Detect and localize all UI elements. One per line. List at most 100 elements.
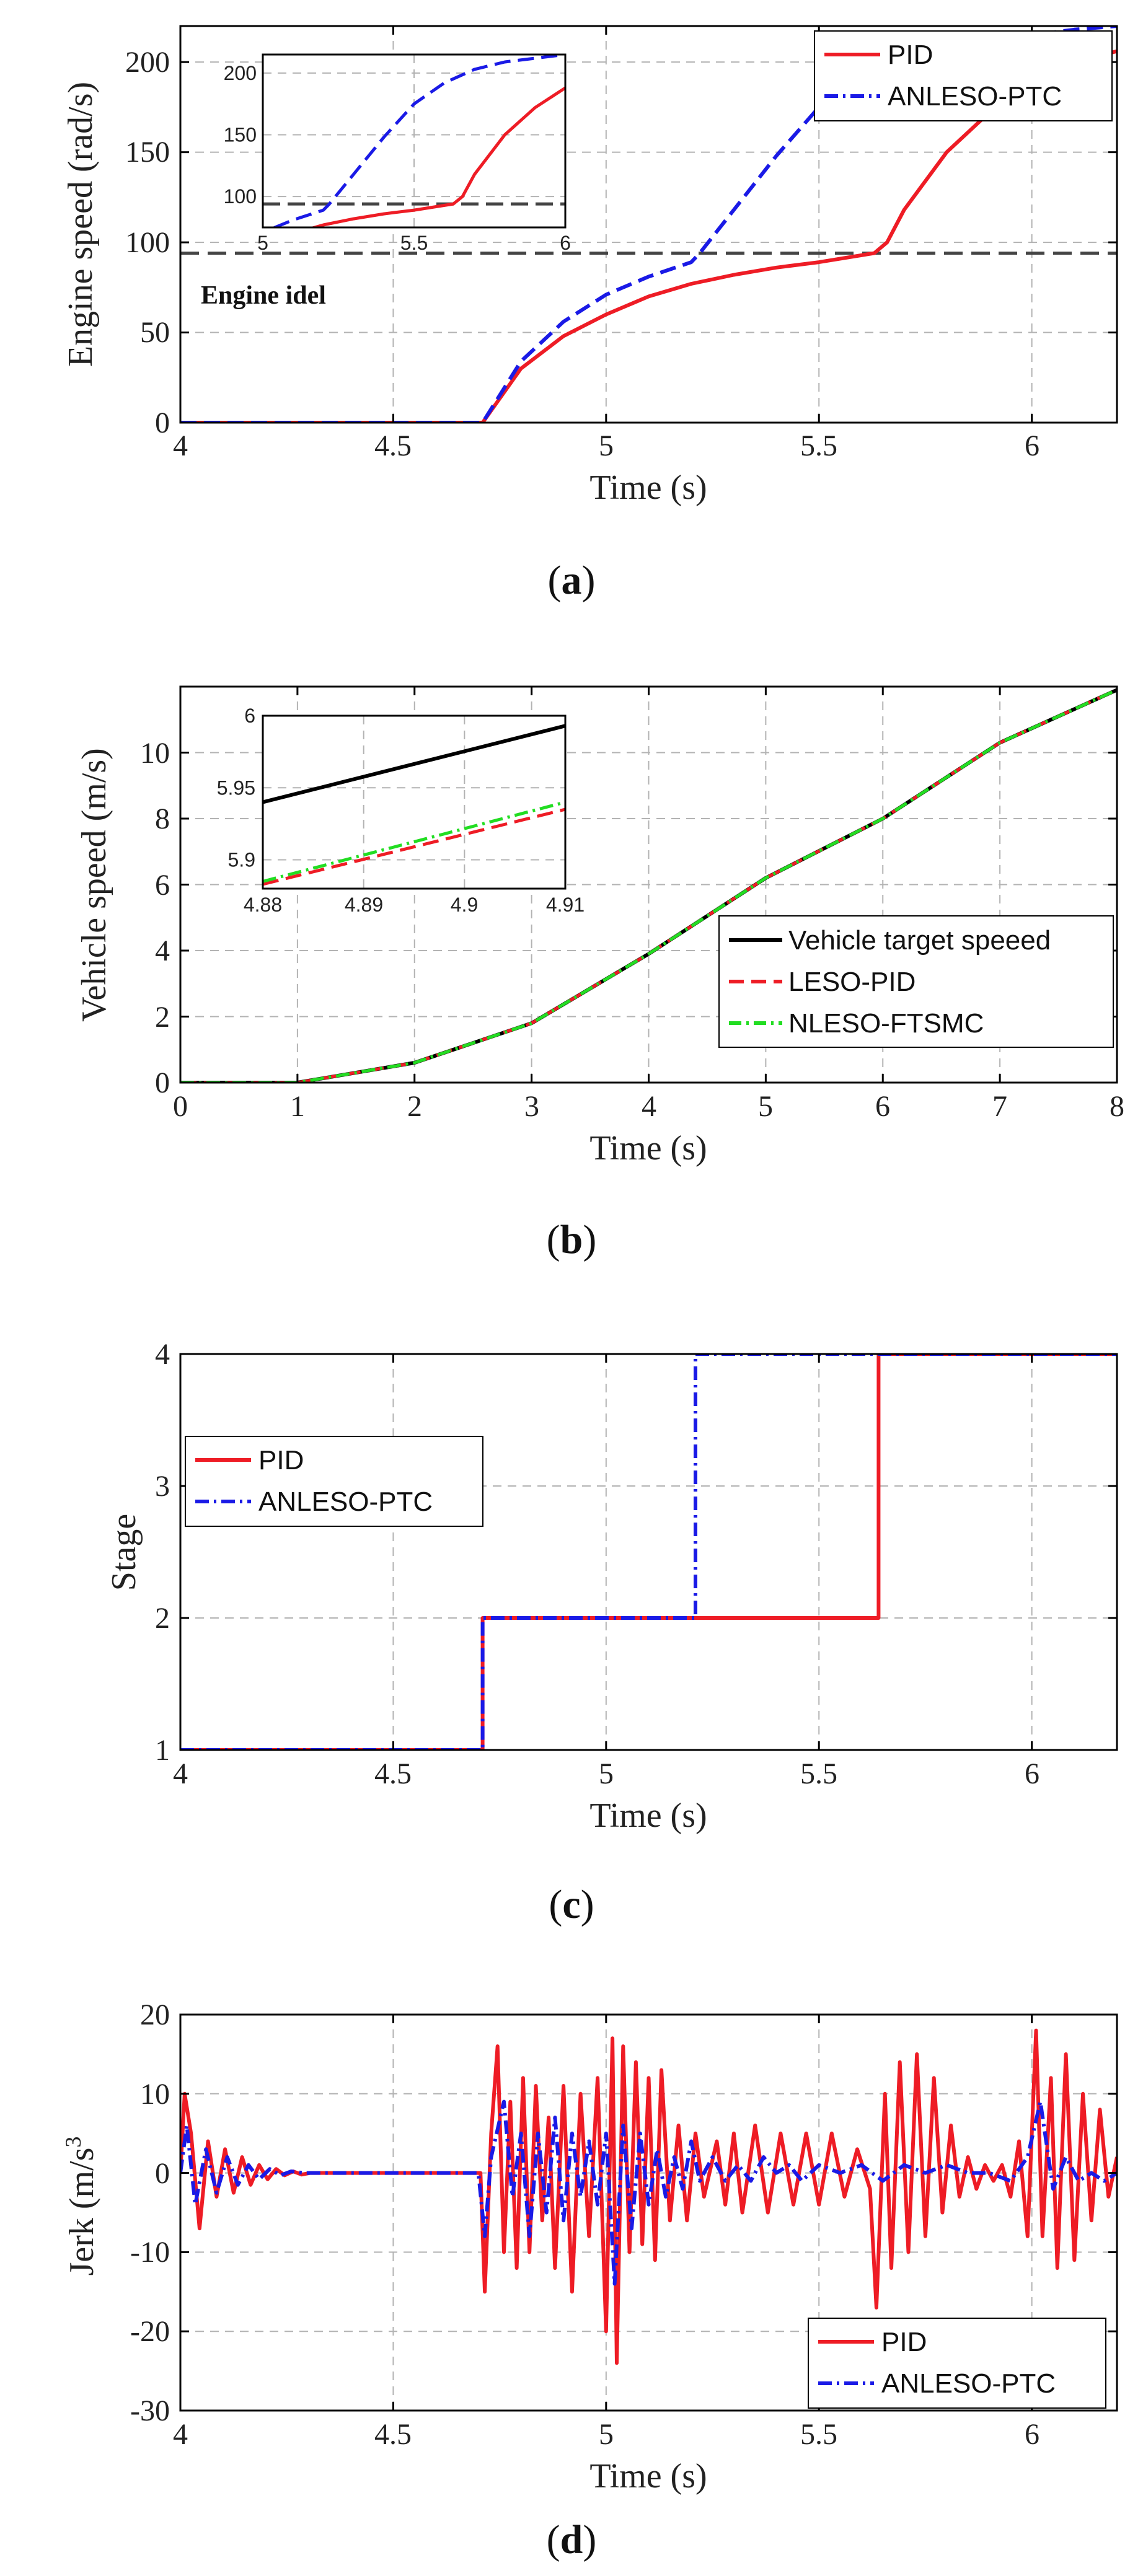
panel-b-ytick: 4: [155, 934, 170, 967]
panel-d: 4 4.5 5 5.5 6 -30 -20 -10 0 10 20 Time (…: [61, 1998, 1118, 2562]
series-pid-line: [180, 1354, 1117, 1750]
panel-c-xlabel: Time (s): [589, 1796, 707, 1835]
legend-leso-label: LESO-PID: [788, 967, 916, 997]
panel-d-axes-box: [179, 2013, 1118, 2412]
inset-b-xtick: 4.89: [345, 894, 383, 916]
panel-c-legend-box: [185, 1436, 483, 1527]
inset-a-ytick: 200: [224, 62, 257, 84]
legend-pid-label: PID: [888, 40, 933, 70]
inset-a-ytick: 100: [224, 185, 257, 208]
series-nleso-line: [180, 688, 1117, 1083]
panel-c-series: [180, 1354, 1117, 1750]
inset-target-line: [263, 724, 565, 804]
panel-b-inset-bg: [263, 716, 565, 889]
panel-b-xtick: 5: [758, 1090, 773, 1123]
panel-a-xtick: 4: [173, 429, 188, 462]
panel-b-xtick: 8: [1110, 1090, 1124, 1123]
panel-b-xtick: 6: [875, 1090, 890, 1123]
panel-d-ytick: -20: [130, 2315, 170, 2348]
panel-c-ytick: 3: [155, 1470, 170, 1503]
panel-a: 4 4.5 5 5.5 6 0 50 100 150 200 Time (s) …: [61, 25, 1118, 603]
panel-a-xtick: 5.5: [800, 429, 837, 462]
panel-d-xtick: 4: [173, 2418, 188, 2451]
panel-c-xtick: 5: [599, 1757, 614, 1790]
panel-b-inset-series: [263, 724, 565, 886]
inset-a-xtick: 6: [560, 232, 571, 254]
panel-c-ytick: 4: [155, 1338, 170, 1371]
panel-a-inset-series: [270, 55, 565, 227]
panel-a-ylabel: Engine speed (rad/s): [61, 82, 100, 367]
panel-b-legend: Vehicle target speeed LESO-PID NLESO-FTS…: [718, 915, 1114, 1048]
panel-d-legend: PID ANLESO-PTC: [808, 2318, 1106, 2409]
panel-d-xlabel: Time (s): [589, 2457, 707, 2495]
panel-b-xtick: 0: [173, 1090, 188, 1123]
panel-b-xtick: 2: [407, 1090, 422, 1123]
panel-d-legend-box: [808, 2318, 1106, 2409]
panel-b-ticks: [179, 687, 1118, 1084]
legend-anleso-label: ANLESO-PTC: [888, 81, 1062, 112]
panel-b-inset: 4.88 4.89 4.9 4.91 5.9 5.95 6: [217, 705, 585, 916]
inset-b-ytick: 5.9: [228, 849, 255, 871]
panel-d-ytick: 0: [155, 2157, 170, 2190]
caption-d: (d): [547, 2517, 597, 2562]
panel-a-ticks: [179, 26, 1117, 424]
inset-b-xtick: 4.91: [546, 894, 585, 916]
panel-d-ylabel-sup: 3: [61, 2137, 86, 2148]
inset-a-xtick: 5: [257, 232, 268, 254]
panel-d-ytick: -10: [130, 2236, 170, 2269]
legend-pid-label: PID: [881, 2327, 927, 2357]
series-anleso-line: [180, 1354, 1117, 1750]
panel-c-xtick: 4: [173, 1757, 188, 1790]
legend-anleso-label: ANLESO-PTC: [258, 1487, 433, 1517]
panel-a-legend: PID ANLESO-PTC: [814, 30, 1113, 121]
inset-b-xtick: 4.88: [244, 894, 282, 916]
panel-a-xtick: 5: [599, 429, 614, 462]
panel-a-ytick: 0: [155, 407, 170, 439]
panel-d-xtick: 5.5: [800, 2418, 837, 2451]
panel-a-legend-box: [814, 30, 1113, 121]
panel-d-ytick: 10: [140, 2078, 170, 2111]
panel-b-legend-box: [718, 915, 1114, 1048]
panel-b-ylabel: Vehicle speed (m/s): [75, 748, 113, 1022]
inset-leso-line: [263, 807, 565, 886]
panel-a-inset-gridlines: [263, 55, 565, 227]
panel-c-gridlines: [180, 1354, 1117, 1750]
panel-a-xtick: 4.5: [374, 429, 412, 462]
panel-b-xtick: 4: [642, 1090, 656, 1123]
panel-b-ytick: 2: [155, 1001, 170, 1034]
panel-d-ytick: 20: [140, 1998, 170, 2031]
inset-b-ytick: 6: [244, 705, 255, 727]
panel-b-xtick: 7: [992, 1090, 1007, 1123]
panel-d-ticks: [179, 2013, 1117, 2412]
panel-b-ytick: 8: [155, 802, 170, 835]
panel-a-inset: 5 5.5 6 100 150 200: [224, 53, 571, 254]
panel-d-series: [180, 2028, 1117, 2365]
panel-b-ytick: 10: [140, 737, 170, 770]
panel-c-ticks: [179, 1353, 1117, 1751]
panel-c-xtick: 4.5: [374, 1757, 412, 1790]
panel-d-ylabel: Jerk (m/s3: [61, 2137, 101, 2276]
panel-b-xlabel: Time (s): [589, 1129, 707, 1167]
legend-pid-label: PID: [258, 1445, 304, 1475]
panel-d-xtick: 4.5: [374, 2418, 412, 2451]
inset-a-xtick: 5.5: [400, 232, 428, 254]
panel-a-ytick: 200: [125, 46, 170, 79]
series-anleso-line: [180, 2099, 1117, 2286]
panel-c-axes-box: [179, 1353, 1118, 1751]
panel-c-ytick: 1: [155, 1734, 170, 1767]
inset-b-ytick: 5.95: [217, 776, 255, 799]
caption-a: (a): [548, 558, 596, 603]
panel-b-inset-box: [262, 714, 567, 890]
legend-nleso-label: NLESO-FTSMC: [788, 1008, 984, 1039]
panel-a-inset-box: [262, 53, 567, 229]
panel-c-legend: PID ANLESO-PTC: [185, 1436, 483, 1527]
panel-d-ytick: -30: [130, 2394, 170, 2427]
legend-anleso-label: ANLESO-PTC: [881, 2368, 1056, 2399]
legend-target-label: Vehicle target speeed: [788, 925, 1051, 956]
panel-b-ytick: 6: [155, 869, 170, 902]
panel-d-ylabel-text: Jerk (m/s: [63, 2148, 101, 2276]
panel-b-xtick: 1: [290, 1090, 305, 1123]
panel-a-inset-bg: [263, 55, 565, 227]
panel-b: 0 1 2 3 4 5 6 7 8 0 2 4 6 8 10 Time (s) …: [75, 685, 1124, 1262]
panel-c-ytick: 2: [155, 1602, 170, 1635]
